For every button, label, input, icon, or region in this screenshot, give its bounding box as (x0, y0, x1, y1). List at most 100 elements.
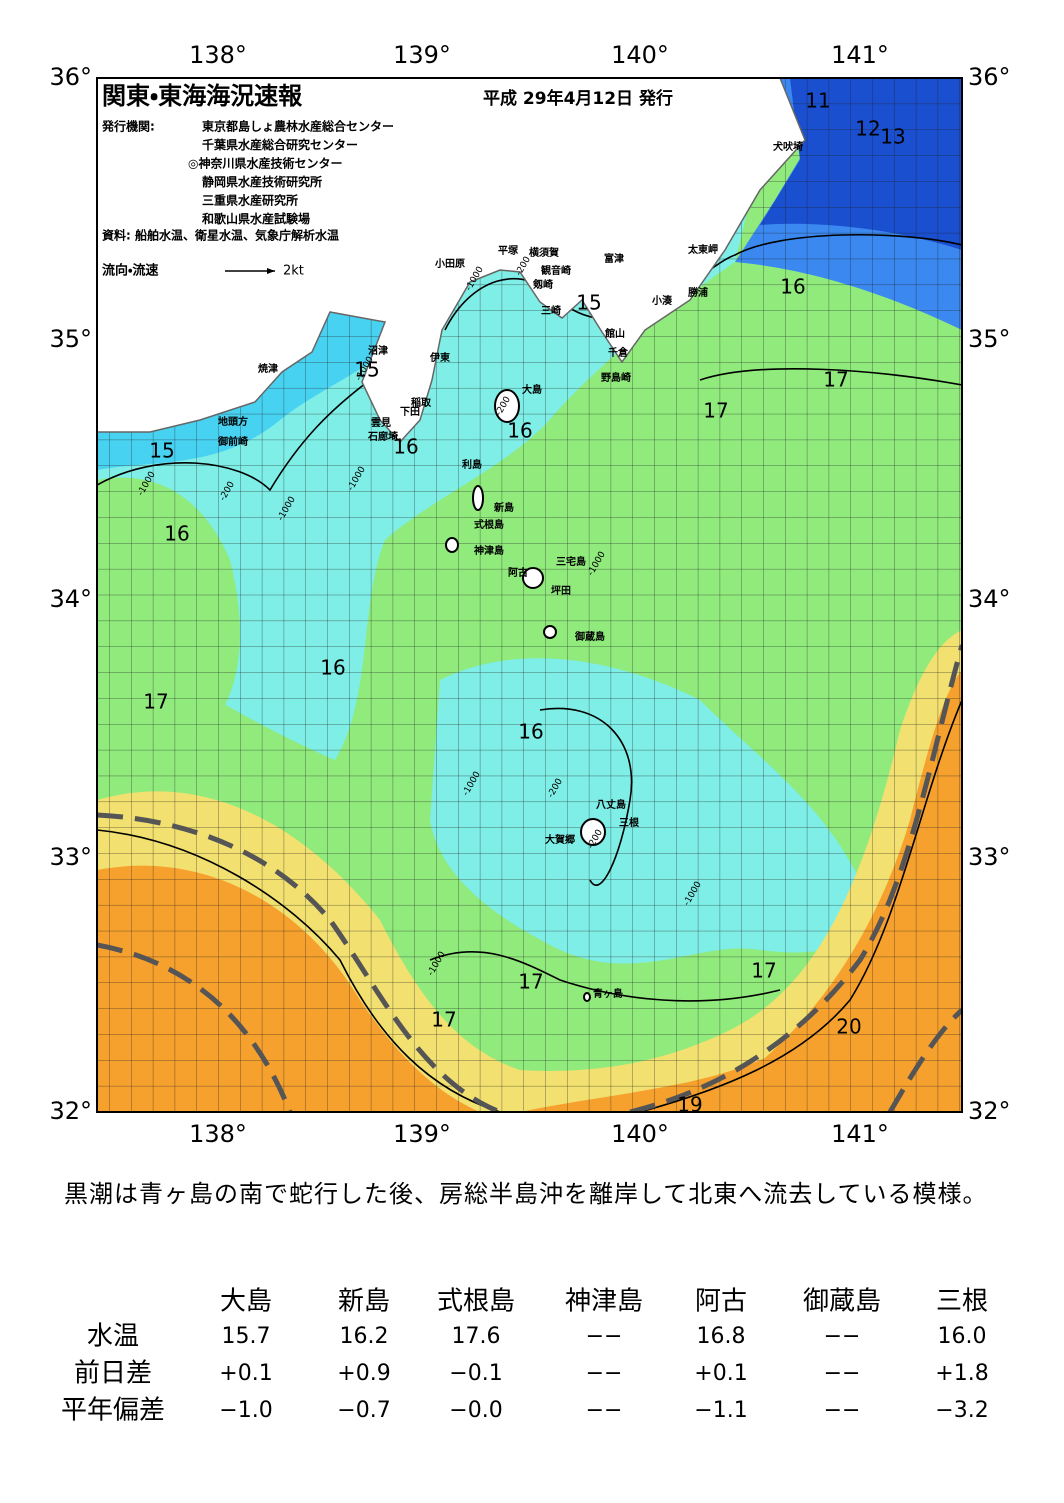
kuroshio-outer-east (887, 1008, 962, 1112)
contour-label: 16 (320, 656, 345, 680)
place-name: 阿古 (508, 566, 528, 579)
place-name: 野島崎 (601, 371, 631, 384)
place-name: 石廊埼 (367, 430, 398, 443)
table-cell: −1.1 (694, 1398, 747, 1423)
table-cell: −0.7 (337, 1398, 390, 1423)
contour-label: 17 (518, 970, 543, 994)
lon-label: 138° (189, 1120, 247, 1148)
row-label: 前日差 (74, 1359, 152, 1389)
publisher: 和歌山県水産試験場 (201, 211, 310, 226)
lat-label: 36° (968, 63, 1011, 91)
issue-date: 平成 29年4月12日 発行 (483, 88, 673, 109)
island (543, 625, 557, 639)
lon-label: 139° (393, 41, 451, 69)
lat-label: 32° (49, 1097, 92, 1125)
place-name: 式根島 (474, 518, 504, 531)
place-name: 太東岬 (687, 243, 718, 256)
table-cell: −1.0 (219, 1398, 272, 1423)
map-frame (96, 77, 963, 1113)
contour-label: 11 (805, 89, 830, 113)
contour-label: 12 (855, 117, 880, 141)
place-name: 剱崎 (532, 278, 553, 291)
table-header: 三根 (936, 1287, 988, 1317)
publisher: 千葉県水産総合研究センター (202, 137, 358, 152)
place-name: 三根 (619, 816, 640, 829)
table-header: 御蔵島 (803, 1287, 881, 1317)
place-name: 三崎 (541, 304, 561, 317)
description: 黒潮は青ヶ島の南で蛇行した後、房総半島沖を離岸して北東へ流去している模様。 (64, 1180, 988, 1208)
table-cell: 16.0 (938, 1324, 987, 1349)
contour-16-hachijo (539, 707, 633, 886)
sea-20-east (520, 670, 962, 1112)
table-header: 式根島 (437, 1287, 515, 1317)
table-cell: +0.9 (337, 1361, 390, 1386)
lon-label: 138° (189, 41, 247, 69)
island (583, 992, 591, 1002)
lon-label: 140° (611, 41, 669, 69)
publisher: 東京都島しょ農林水産総合センター (202, 119, 394, 134)
table-cell: +1.8 (935, 1361, 988, 1386)
place-name: 犬吠埼 (773, 140, 803, 153)
contour-17-south (429, 951, 781, 1002)
contour-label: 16 (518, 720, 543, 744)
table-cell: +0.1 (219, 1361, 272, 1386)
lat-label: 35° (49, 325, 92, 353)
publisher-label: 発行機関: (101, 119, 155, 134)
sea-20-west (97, 865, 480, 1112)
table-cell: 15.7 (222, 1324, 271, 1349)
table-cell: −− (824, 1398, 861, 1423)
land (97, 78, 806, 444)
contour-label: 16 (164, 522, 189, 546)
table-cell: +0.1 (694, 1361, 747, 1386)
map-title: 関東・東海海況速報 (102, 82, 303, 110)
contour-label: 16 (507, 419, 532, 443)
publisher: 静岡県水産技術研究所 (202, 174, 322, 189)
table-cell: −− (586, 1398, 623, 1423)
sea-16-central (430, 658, 866, 964)
publisher: 三重県水産研究所 (202, 193, 298, 208)
row-label: 平年偏差 (61, 1396, 165, 1426)
table-cell: −0.0 (449, 1398, 502, 1423)
table-cell: −− (586, 1324, 623, 1349)
island (445, 537, 459, 553)
place-name: 平塚 (498, 244, 519, 257)
lat-label: 33° (49, 843, 92, 871)
place-name: 勝浦 (688, 286, 708, 299)
place-name: 雲見 (371, 417, 391, 429)
place-name: 御蔵島 (574, 630, 605, 643)
contour-label: 19 (677, 1093, 702, 1117)
table-cell: −− (586, 1361, 623, 1386)
place-name: 三宅島 (556, 555, 586, 568)
place-name: 地頭方 (218, 415, 248, 428)
table-cell: 16.8 (697, 1324, 746, 1349)
island (494, 389, 520, 423)
contour-17 (699, 368, 962, 386)
table-cell: −− (824, 1361, 861, 1386)
place-name: 小湊 (651, 294, 673, 307)
table-header: 阿古 (695, 1287, 747, 1317)
contour-15 (97, 379, 371, 492)
place-name: 利島 (462, 458, 482, 471)
data-source: 資料: 船舶水温、衛星水温、気象庁解析水温 (102, 228, 339, 243)
lat-label: 36° (49, 63, 92, 91)
publisher: ◎神奈川県水産技術センター (188, 156, 342, 171)
kuroshio (97, 644, 962, 1112)
lat-label: 34° (49, 585, 92, 613)
table-cell: 16.2 (340, 1324, 389, 1349)
contour-label: 15 (576, 291, 601, 315)
place-name: 下田 (400, 406, 420, 418)
legend-label: 流向・流速 (102, 263, 158, 279)
place-name: 富津 (604, 252, 624, 265)
place-name: 大賀郷 (545, 833, 575, 846)
lon-label: 140° (611, 1120, 669, 1148)
lat-label: 34° (968, 585, 1011, 613)
table-cell: 17.6 (452, 1324, 501, 1349)
contour-label: 20 (836, 1015, 861, 1039)
lon-label: 141° (831, 1120, 889, 1148)
kuroshio-inner (97, 812, 501, 1112)
contour-label: 17 (751, 959, 776, 983)
contour-label: 16 (780, 275, 805, 299)
contour-label: 17 (823, 368, 848, 392)
